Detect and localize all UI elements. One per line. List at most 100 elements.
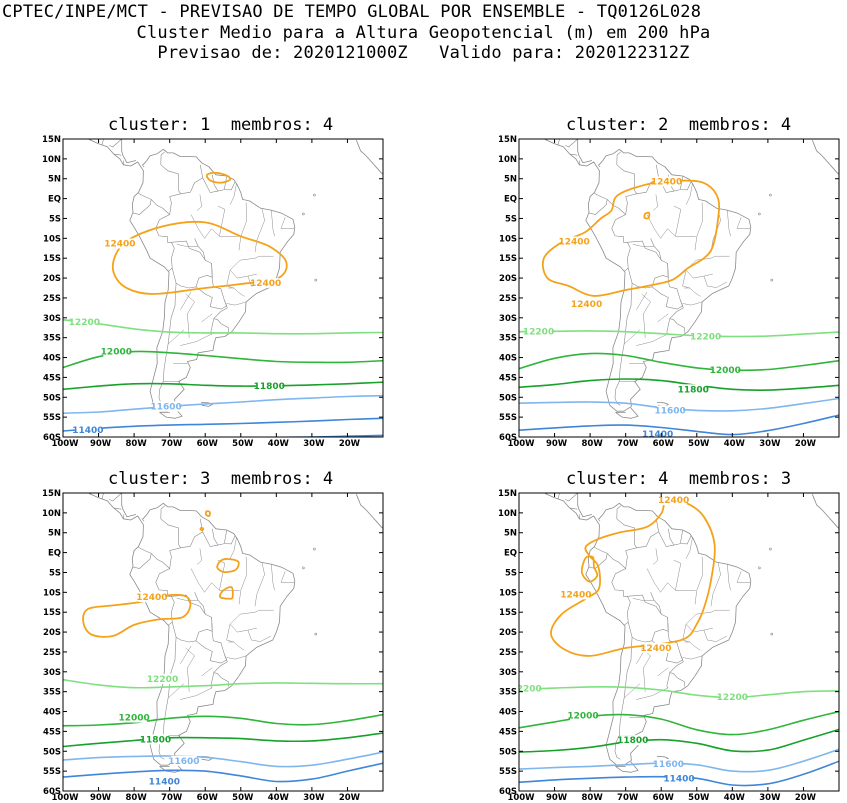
lat-label: 10N: [42, 509, 61, 519]
lon-label: 100W: [51, 793, 79, 803]
contour-label: 11800: [617, 736, 648, 746]
lon-label: 90W: [546, 439, 568, 449]
subtitle: Cluster Medio para a Altura Geopotencial…: [136, 23, 711, 43]
contour-label: 12400: [136, 593, 167, 603]
lat-label: 30S: [499, 668, 517, 678]
lat-label: 55S: [43, 413, 61, 423]
contour-12400: [580, 555, 599, 583]
lat-label: 15S: [43, 254, 61, 264]
lat-label: 60S: [499, 787, 517, 797]
lat-label: 45S: [499, 727, 517, 737]
contour-12000: [519, 352, 839, 372]
lat-label: 10S: [43, 588, 61, 598]
contour-label: 12200: [69, 318, 100, 328]
lat-label: 25S: [43, 648, 61, 658]
lon-label: 90W: [90, 439, 112, 449]
lon-label: 40W: [268, 439, 290, 449]
lat-label: 15N: [42, 135, 61, 145]
map-panel-1: 12200 12000 11800 11600 11400 12400 12400 15N 10…: [42, 135, 384, 449]
lon-label: 40W: [268, 793, 290, 803]
lon-label: 40W: [724, 793, 746, 803]
lat-label: 55S: [499, 413, 517, 423]
contour-11800: [519, 378, 839, 391]
lon-label: 40W: [724, 439, 746, 449]
lat-label: 20S: [43, 274, 61, 284]
contour-label: 11600: [653, 760, 684, 770]
lon-label: 20W: [339, 793, 361, 803]
lat-label: 40S: [43, 708, 61, 718]
contour-11600: [63, 394, 383, 414]
contour-12200: [519, 330, 839, 338]
contour-label: 11600: [150, 402, 181, 412]
contour-11800: [63, 381, 383, 391]
lon-label: 60W: [197, 793, 219, 803]
contour-11400: [63, 417, 383, 432]
lat-label: 5N: [504, 529, 517, 539]
lat-label: EQ: [504, 549, 517, 559]
lat-label: 40S: [43, 354, 61, 364]
lat-label: 55S: [43, 767, 61, 777]
contour-12400: [219, 586, 234, 600]
lat-label: 25S: [43, 294, 61, 304]
lat-label: 15N: [498, 135, 517, 145]
lat-label: 15N: [42, 489, 61, 499]
panel-3-title: cluster: 3 membros: 4: [108, 469, 334, 489]
lat-label: 5N: [504, 175, 517, 185]
lon-label: 90W: [90, 793, 112, 803]
contour-label: 11800: [678, 385, 709, 395]
lon-label: 50W: [232, 439, 254, 449]
map-frame: [518, 138, 840, 438]
lat-label: EQ: [48, 549, 61, 559]
contour-12400: [643, 211, 651, 220]
contour-12400: [205, 171, 232, 184]
contour-label: 12200: [510, 684, 541, 694]
lon-label: 100W: [507, 793, 535, 803]
contour-12400: [216, 558, 240, 574]
lat-label: 20S: [43, 628, 61, 638]
lon-label: 50W: [688, 439, 710, 449]
contour-label: 12000: [101, 348, 132, 358]
lat-label: 60S: [43, 433, 61, 443]
lat-label: 10N: [498, 509, 517, 519]
lon-label: 70W: [617, 439, 639, 449]
map-panel-3: 12200 12000 11800 11600 11400 12400 15N 10N 5N EQ…: [42, 489, 384, 803]
lat-label: 40S: [499, 354, 517, 364]
lon-label: 70W: [161, 793, 183, 803]
contour-label: 12200: [147, 675, 178, 685]
lat-label: 35S: [499, 334, 517, 344]
contour-11400: [519, 414, 839, 436]
lon-label: 80W: [582, 793, 604, 803]
lat-label: 50S: [499, 393, 517, 403]
lat-label: 35S: [43, 688, 61, 698]
contour-label: 11400: [663, 774, 694, 784]
lat-label: 10N: [498, 155, 517, 165]
contour-12400: [204, 510, 211, 517]
contour-12200: [63, 319, 383, 335]
lat-label: 60S: [43, 787, 61, 797]
lon-label: 60W: [653, 439, 675, 449]
contour-11800: [519, 728, 839, 753]
lon-label: 20W: [795, 793, 817, 803]
map-content: 12200 12000 11800 11600 11400 12400: [63, 493, 383, 787]
contour-12400: [541, 179, 721, 297]
lat-label: 5S: [505, 214, 517, 224]
lat-label: 50S: [43, 393, 61, 403]
lat-label: 5S: [505, 568, 517, 578]
lat-label: EQ: [504, 195, 517, 205]
lat-label: 55S: [499, 767, 517, 777]
contour-label: 12000: [567, 712, 598, 722]
lon-label: 50W: [232, 793, 254, 803]
contour-label: 11800: [140, 735, 171, 745]
lon-label: 100W: [507, 439, 535, 449]
lat-label: 30S: [43, 314, 61, 324]
lat-label: 5N: [48, 175, 61, 185]
lat-label: 45S: [43, 727, 61, 737]
contour-12200: [519, 686, 839, 699]
map-frame: [62, 138, 384, 438]
contour-11800: [63, 732, 383, 748]
main-title: CPTEC/INPE/MCT - PREVISAO DE TEMPO GLOBA…: [2, 2, 702, 22]
panel-1-title: cluster: 1 membros: 4: [108, 115, 334, 135]
lat-label: 40S: [499, 708, 517, 718]
lat-label: 10S: [499, 588, 517, 598]
lon-label: 80W: [582, 439, 604, 449]
